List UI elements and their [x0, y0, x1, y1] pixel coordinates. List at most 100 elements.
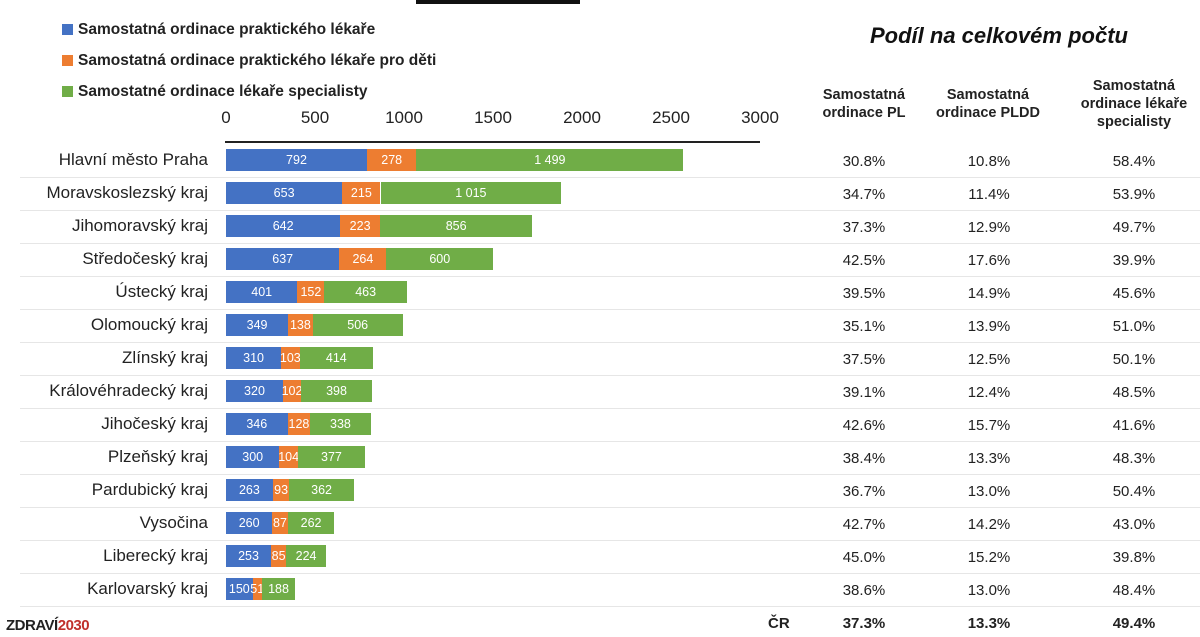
bar-segment-pl: 637: [226, 247, 340, 270]
share-cell: 12.5%: [967, 351, 1011, 368]
bar-segment-pldd: 93: [272, 478, 290, 501]
bar-segment-pl: 300: [226, 445, 280, 468]
row-separator: [20, 276, 1200, 277]
row-separator: [20, 573, 1200, 574]
bar-segment-spec: 338: [310, 412, 371, 435]
legend-item-pl: Samostatná ordinace praktického lékaře: [62, 14, 436, 45]
bar-segment-spec: 262: [287, 511, 335, 534]
share-total-cell: 13.3%: [967, 615, 1011, 632]
region-label: Středočeský kraj: [82, 249, 208, 268]
share-cell: 12.9%: [967, 219, 1011, 236]
x-tick-label: 0: [221, 108, 231, 127]
share-cell: 37.5%: [842, 351, 886, 368]
row-separator: [20, 474, 1200, 475]
x-tick-label: 1000: [385, 108, 423, 127]
region-label: Hlavní město Praha: [58, 150, 208, 169]
legend-swatch-spec: [62, 86, 73, 97]
bar-segment-spec: 188: [261, 577, 296, 600]
legend-label: Samostatná ordinace praktického lékaře: [78, 20, 376, 38]
share-cell: 48.4%: [1112, 582, 1156, 599]
bar-segment-pl: 253: [226, 544, 272, 567]
region-label: Liberecký kraj: [103, 546, 208, 565]
bar-segment-pldd: 51: [250, 577, 264, 600]
bar-segment-spec: 362: [289, 478, 354, 501]
region-label: Moravskoslezský kraj: [46, 183, 208, 202]
legend-swatch-pl: [62, 24, 73, 35]
zdravi2030-logo: ZDRAVÍ2030: [6, 617, 90, 634]
share-cell: 14.2%: [967, 516, 1011, 533]
share-cell: 38.6%: [842, 582, 886, 599]
bar-segment-pldd: 215: [342, 181, 381, 204]
row-separator: [20, 606, 1200, 607]
chart-legend: Samostatná ordinace praktického lékaře S…: [62, 14, 436, 107]
row-separator: [20, 375, 1200, 376]
total-label: ČR: [768, 615, 790, 632]
bar-segment-spec: 506: [312, 313, 403, 336]
region-label: Zlínský kraj: [122, 348, 208, 367]
share-cell: 45.6%: [1112, 285, 1156, 302]
bar-segment-pldd: 102: [282, 379, 302, 402]
share-cell: 36.7%: [842, 483, 886, 500]
bar-segment-pl: 349: [226, 313, 289, 336]
share-cell: 37.3%: [842, 219, 886, 236]
bar-segment-spec: 1 015: [380, 181, 562, 204]
share-cell: 10.8%: [967, 153, 1011, 170]
bar-segment-pl: 653: [226, 181, 343, 204]
share-cell: 13.3%: [967, 450, 1011, 467]
legend-item-spec: Samostatné ordinace lékaře specialisty: [62, 76, 436, 107]
bar-segment-pl: 263: [226, 478, 273, 501]
top-decoration-bar: [416, 0, 580, 4]
share-cell: 42.5%: [842, 252, 886, 269]
share-cell: 13.0%: [967, 483, 1011, 500]
share-cell: 15.2%: [967, 549, 1011, 566]
row-separator: [20, 342, 1200, 343]
bar-segment-pldd: 264: [339, 247, 387, 270]
legend-label: Samostatná ordinace praktického lékaře p…: [78, 51, 437, 69]
share-cell: 35.1%: [842, 318, 886, 335]
x-axis-line: [225, 141, 760, 143]
bar-segment-spec: 1 499: [416, 148, 684, 171]
bar-segment-pl: 401: [226, 280, 298, 303]
x-tick-label: 3000: [741, 108, 779, 127]
share-table-title: Podíl na celkovém počtu: [870, 23, 1128, 48]
region-label: Plzeňský kraj: [107, 447, 208, 466]
share-cell: 15.7%: [967, 417, 1011, 434]
bar-segment-spec: 377: [297, 445, 365, 468]
region-label: Olomoucký kraj: [90, 315, 208, 334]
share-total-cell: 37.3%: [842, 615, 886, 632]
legend-label: Samostatné ordinace lékaře specialisty: [78, 82, 368, 100]
share-cell: 51.0%: [1112, 318, 1156, 335]
share-cell: 39.8%: [1112, 549, 1156, 566]
share-header-spec: Samostatná ordinace lékaře specialisty: [1080, 78, 1188, 130]
bar-segment-pldd: 87: [272, 511, 288, 534]
region-label: Vysočina: [139, 513, 208, 532]
share-cell: 50.4%: [1112, 483, 1156, 500]
bar-segment-pl: 320: [226, 379, 283, 402]
share-cell: 39.9%: [1112, 252, 1156, 269]
row-separator: [20, 210, 1200, 211]
x-tick-label: 1500: [474, 108, 512, 127]
share-cell: 34.7%: [842, 186, 886, 203]
share-cell: 39.5%: [842, 285, 886, 302]
row-separator: [20, 243, 1200, 244]
share-cell: 13.0%: [967, 582, 1011, 599]
share-cell: 58.4%: [1112, 153, 1156, 170]
bar-segment-pldd: 85: [271, 544, 287, 567]
share-cell: 48.3%: [1112, 450, 1156, 467]
share-cell: 53.9%: [1112, 186, 1156, 203]
share-cell: 42.7%: [842, 516, 886, 533]
bar-segment-spec: 224: [286, 544, 327, 567]
region-label: Jihomoravský kraj: [71, 216, 208, 235]
share-cell: 41.6%: [1112, 417, 1156, 434]
bar-segment-spec: 463: [324, 280, 407, 303]
region-label: Královéhradecký kraj: [49, 381, 208, 400]
row-separator: [20, 540, 1200, 541]
logo-text: ZDRAVÍ: [6, 617, 58, 634]
x-tick-label: 2500: [652, 108, 690, 127]
bar-segment-pldd: 104: [278, 445, 299, 468]
share-total-cell: 49.4%: [1112, 615, 1156, 632]
logo-year: 2030: [57, 617, 90, 634]
bar-segment-pl: 150: [226, 577, 253, 600]
legend-item-pldd: Samostatná ordinace praktického lékaře p…: [62, 45, 436, 76]
bar-segment-spec: 856: [379, 214, 533, 237]
